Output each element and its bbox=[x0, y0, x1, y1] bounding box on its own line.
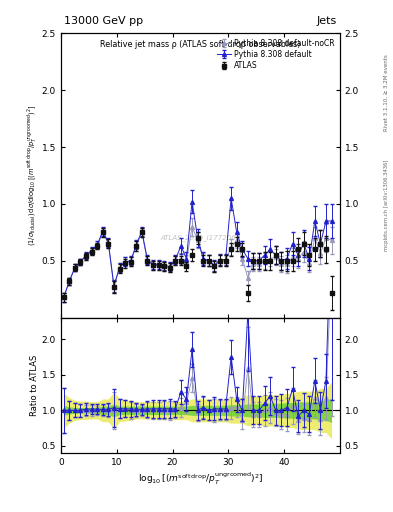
Text: Relative jet mass ρ (ATLAS soft-drop observables): Relative jet mass ρ (ATLAS soft-drop obs… bbox=[100, 40, 301, 49]
Text: mcplots.cern.ch [arXiv:1306.3436]: mcplots.cern.ch [arXiv:1306.3436] bbox=[384, 159, 389, 250]
Legend: Pythia 8.308 default-noCR, Pythia 8.308 default, ATLAS: Pythia 8.308 default-noCR, Pythia 8.308 … bbox=[216, 37, 336, 72]
Y-axis label: $(1/\sigma_{\rm fiducial})\,{\rm d}\sigma/{\rm d}\log_{10}[(m^{\rm soft\,drop}/p: $(1/\sigma_{\rm fiducial})\,{\rm d}\sigm… bbox=[26, 104, 39, 246]
Y-axis label: Ratio to ATLAS: Ratio to ATLAS bbox=[30, 355, 39, 416]
X-axis label: $\log_{10}[(m^{\rm soft\,drop}/p_T^{\rm ungroomed})^2]$: $\log_{10}[(m^{\rm soft\,drop}/p_T^{\rm … bbox=[138, 471, 263, 487]
Text: Jets: Jets bbox=[317, 16, 337, 26]
Text: 13000 GeV pp: 13000 GeV pp bbox=[64, 16, 143, 26]
Text: Rivet 3.1.10, ≥ 3.2M events: Rivet 3.1.10, ≥ 3.2M events bbox=[384, 54, 389, 131]
Text: ATLAS_2019_I1772062: ATLAS_2019_I1772062 bbox=[160, 234, 241, 242]
